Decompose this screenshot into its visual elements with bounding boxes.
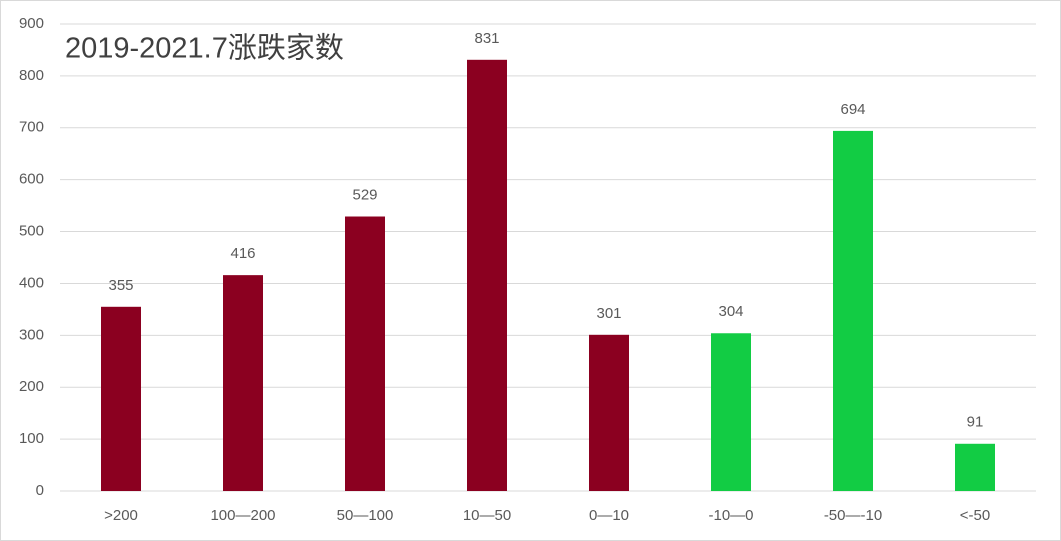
x-tick-label: 100—200: [210, 507, 275, 524]
bar: [711, 333, 751, 491]
bar: [833, 130, 873, 491]
y-tick-label: 400: [19, 274, 44, 291]
chart-title: 2019-2021.7涨跌家数: [65, 32, 344, 65]
data-label: 831: [474, 30, 499, 47]
bar: [955, 443, 995, 491]
x-tick-label: 0—10: [589, 507, 629, 524]
y-tick-label: 0: [36, 482, 44, 499]
y-tick-label: 800: [19, 67, 44, 84]
data-label: 301: [596, 305, 621, 322]
x-tick-label: <-50: [960, 507, 990, 524]
data-label: 355: [108, 277, 133, 294]
x-tick-label: 10—50: [463, 507, 511, 524]
bar: [467, 59, 507, 491]
y-tick-label: 500: [19, 223, 44, 240]
data-label: 694: [840, 101, 865, 118]
y-tick-label: 200: [19, 378, 44, 395]
y-tick-label: 700: [19, 119, 44, 136]
x-tick-label: 50—100: [337, 507, 394, 524]
y-tick-label: 100: [19, 430, 44, 447]
bar: [345, 216, 385, 491]
data-label: 416: [230, 245, 255, 262]
bar: [223, 275, 263, 491]
y-tick-label: 900: [19, 15, 44, 32]
data-label: 304: [718, 303, 743, 320]
data-label: 91: [967, 414, 984, 431]
bar: [101, 306, 141, 491]
y-tick-label: 600: [19, 171, 44, 188]
x-tick-label: -50—-10: [824, 507, 882, 524]
x-tick-label: -10—0: [708, 507, 753, 524]
x-tick-label: >200: [104, 507, 138, 524]
bar: [589, 334, 629, 491]
y-tick-label: 300: [19, 326, 44, 343]
data-label: 529: [352, 186, 377, 203]
